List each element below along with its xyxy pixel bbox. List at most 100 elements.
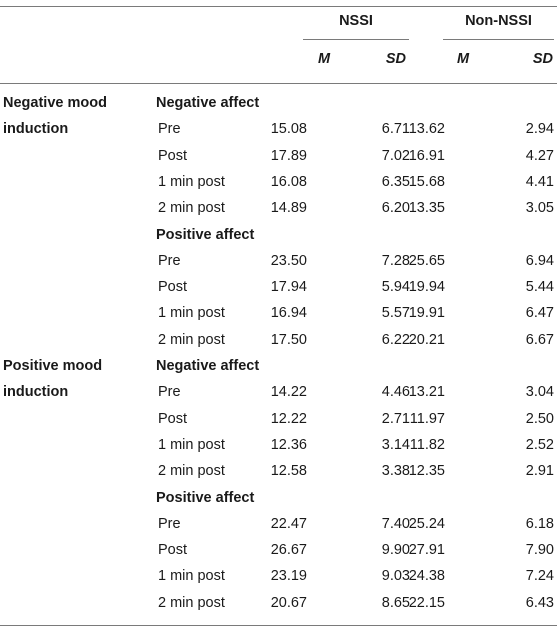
value-cell: 26.67 [270,542,307,559]
value-cell: 15.68 [408,173,445,190]
value-cell: 9.90 [381,542,410,559]
time-label: Pre [158,252,181,269]
value-cell: 8.65 [381,594,410,611]
value-cell: 3.04 [525,384,554,401]
value-cell: 11.97 [409,410,445,427]
value-cell: 17.89 [270,147,307,164]
value-cell: 4.46 [381,384,410,401]
value-cell: 12.36 [270,436,307,453]
value-cell: 2.50 [525,410,554,427]
value-cell: 6.22 [381,331,410,348]
time-label: Post [158,542,188,559]
time-label: 2 min post [158,594,225,611]
value-cell: 7.28 [381,252,410,269]
time-label: Post [158,147,188,164]
value-cell: 6.47 [525,305,554,322]
value-cell: 3.38 [381,463,410,480]
value-cell: 7.40 [381,515,410,532]
value-cell: 2.91 [525,463,554,480]
value-cell: 12.35 [408,463,445,480]
value-cell: 19.91 [408,305,445,322]
group-header-non-nssi: Non-NSSI [465,13,532,29]
time-label: Post [158,279,188,296]
value-cell: 20.67 [270,594,307,611]
value-cell: 6.43 [525,594,554,611]
time-label: 2 min post [158,200,225,217]
time-label: 1 min post [158,305,225,322]
value-cell: 3.14 [381,436,410,453]
value-cell: 16.91 [408,147,445,164]
value-cell: 17.94 [270,279,307,296]
group-header-nssi: NSSI [339,13,373,29]
stat-header-non-nssi-m: M [457,51,470,67]
time-label: Post [158,410,188,427]
value-cell: 19.94 [408,279,445,296]
value-cell: 5.94 [381,279,410,296]
nssi-group-rule [303,39,409,40]
header-rule [0,83,557,84]
measure-label: Negative affect [156,358,260,374]
condition-label: Positive mood [3,358,103,374]
value-cell: 14.22 [270,384,307,401]
time-label: 1 min post [158,173,225,190]
value-cell: 6.35 [381,173,410,190]
value-cell: 6.18 [525,515,554,532]
value-cell: 25.65 [408,252,445,269]
measure-label: Negative affect [156,95,260,111]
value-cell: 9.03 [381,568,410,585]
value-cell: 17.50 [270,331,307,348]
value-cell: 12.58 [270,463,307,480]
value-cell: 5.44 [525,279,554,296]
value-cell: 2.94 [525,121,554,138]
time-label: Pre [158,121,181,138]
value-cell: 23.50 [270,252,307,269]
value-cell: 6.94 [525,252,554,269]
value-cell: 12.22 [270,410,307,427]
value-cell: 24.38 [408,568,445,585]
time-label: 2 min post [158,331,225,348]
value-cell: 13.35 [408,200,445,217]
time-label: 1 min post [158,436,225,453]
value-cell: 13.21 [408,384,445,401]
bottom-rule [0,625,557,626]
value-cell: 25.24 [408,515,445,532]
time-label: Pre [158,384,181,401]
condition-label: Negative mood [3,95,107,111]
value-cell: 2.71 [381,410,410,427]
stat-header-nssi-sd: SD [385,51,406,67]
value-cell: 4.41 [525,173,554,190]
value-cell: 6.71 [381,121,410,138]
value-cell: 20.21 [408,331,445,348]
value-cell: 13.62 [408,121,445,138]
stat-header-non-nssi-sd: SD [532,51,553,67]
value-cell: 7.90 [525,542,554,559]
value-cell: 16.94 [270,305,307,322]
time-label: 2 min post [158,463,225,480]
time-label: Pre [158,515,181,532]
value-cell: 23.19 [270,568,307,585]
top-rule [0,6,557,7]
value-cell: 7.02 [381,147,410,164]
value-cell: 11.82 [409,436,445,453]
measure-label: Positive affect [156,489,255,506]
value-cell: 4.27 [525,147,554,164]
time-label: 1 min post [158,568,225,585]
value-cell: 2.52 [525,436,554,453]
condition-label: induction [3,384,69,401]
non-nssi-group-rule [443,39,554,40]
value-cell: 5.57 [381,305,410,322]
condition-label: induction [3,121,69,138]
value-cell: 14.89 [270,200,307,217]
value-cell: 27.91 [408,542,445,559]
value-cell: 22.15 [408,594,445,611]
value-cell: 15.08 [270,121,307,138]
value-cell: 6.67 [525,331,554,348]
value-cell: 7.24 [525,568,554,585]
value-cell: 16.08 [270,173,307,190]
stat-header-nssi-m: M [318,51,331,67]
measure-label: Positive affect [156,226,255,243]
value-cell: 22.47 [270,515,307,532]
value-cell: 3.05 [525,200,554,217]
value-cell: 6.20 [381,200,410,217]
